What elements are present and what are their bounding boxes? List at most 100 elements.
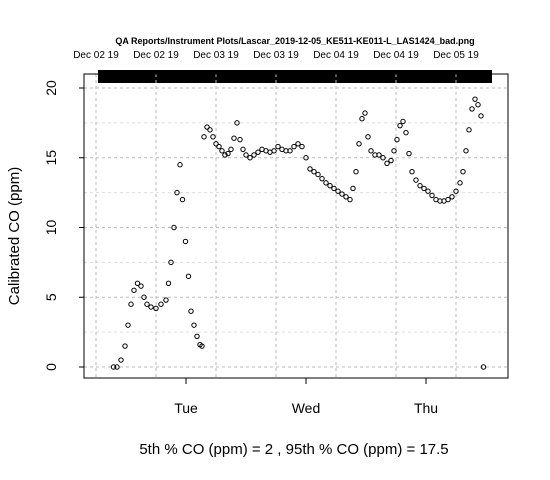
data-point (243, 152, 249, 158)
data-point (319, 175, 325, 182)
plot-frame (83, 73, 509, 379)
data-point (199, 343, 205, 349)
data-point (460, 169, 466, 175)
y-tick-label: 15 (43, 150, 59, 166)
data-point (141, 294, 147, 300)
top-date-label: Dec 03 19 (193, 50, 239, 61)
data-point (210, 134, 216, 140)
data-point (179, 196, 186, 203)
data-point (406, 150, 412, 157)
data-point (185, 273, 192, 280)
data-point (380, 155, 386, 161)
data-point (353, 169, 359, 175)
data-point (138, 283, 144, 289)
data-point (295, 141, 301, 147)
data-point (391, 148, 397, 154)
data-point (425, 188, 431, 194)
data-point (191, 322, 197, 328)
data-point (168, 259, 174, 266)
data-point (417, 182, 423, 189)
data-point (251, 152, 257, 158)
data-points (110, 96, 487, 370)
data-point (397, 122, 403, 129)
data-point (453, 188, 459, 194)
y-tick-label: 0 (43, 363, 59, 371)
data-point (376, 152, 382, 158)
data-point (311, 169, 317, 175)
data-point (118, 357, 124, 363)
data-point (307, 166, 313, 172)
data-point (335, 188, 341, 194)
top-date-label: Dec 05 19 (433, 50, 479, 61)
data-point (148, 304, 154, 310)
data-point (237, 136, 243, 143)
data-point (362, 110, 368, 116)
data-point (368, 148, 374, 154)
data-point (356, 141, 362, 147)
x-tick-label: Thu (414, 400, 438, 416)
y-tick-label: 20 (43, 80, 59, 96)
x-axis-label: 5th % CO (ppm) = 2 , 95th % CO (ppm) = 1… (139, 441, 448, 458)
data-point (182, 238, 189, 245)
top-date-labels: Dec 02 19 Dec 02 19 Dec 03 19 Dec 03 19 Dec … (73, 50, 479, 61)
data-point (158, 301, 164, 307)
data-point (171, 224, 177, 231)
data-point (331, 185, 337, 192)
data-point (231, 135, 237, 141)
data-point (400, 118, 406, 125)
data-point (343, 194, 349, 200)
data-point (303, 155, 309, 161)
data-point (134, 280, 141, 286)
x-axis: Tue Wed Thu (174, 378, 438, 416)
y-axis: 0 5 10 15 20 (43, 80, 84, 371)
data-point (194, 333, 200, 340)
data-point (247, 155, 253, 161)
data-point (475, 102, 481, 108)
grid-lines (84, 74, 508, 378)
data-point (255, 149, 261, 155)
data-point (463, 148, 469, 154)
top-date-label: Dec 02 19 (133, 50, 179, 61)
data-point (291, 143, 297, 150)
data-point (457, 180, 463, 186)
data-point (213, 141, 219, 147)
data-point (240, 146, 246, 153)
data-point (365, 134, 371, 140)
data-point (394, 136, 400, 143)
y-tick-label: 5 (43, 293, 59, 301)
data-point (204, 124, 210, 130)
data-point (469, 106, 475, 112)
data-point (421, 185, 427, 192)
data-point (287, 148, 293, 154)
data-point (339, 191, 345, 197)
data-point (225, 150, 231, 157)
chart-title: QA Reports/Instrument Plots/Lascar_2019-… (115, 36, 474, 46)
top-date-label: Dec 04 19 (313, 50, 359, 61)
data-point (222, 152, 228, 158)
data-point (350, 185, 356, 192)
data-point (188, 308, 194, 314)
data-point (472, 96, 478, 102)
y-axis-label: Calibrated CO (ppm) (6, 167, 23, 305)
data-point (174, 189, 180, 196)
data-point (201, 134, 207, 140)
data-coverage-bar (98, 70, 492, 83)
data-point (478, 113, 484, 119)
data-point (271, 148, 277, 154)
data-point (144, 301, 150, 307)
data-point (131, 287, 137, 293)
data-point (480, 364, 487, 370)
data-point (234, 120, 240, 126)
data-point (228, 146, 234, 153)
data-point (429, 192, 435, 199)
data-point (110, 364, 117, 370)
data-point (413, 177, 419, 183)
top-date-label: Dec 03 19 (253, 50, 299, 61)
x-tick-label: Tue (174, 400, 198, 416)
data-point (466, 127, 472, 133)
data-point (275, 143, 281, 150)
data-point (125, 322, 131, 328)
data-point (449, 194, 455, 200)
data-point (445, 196, 451, 203)
